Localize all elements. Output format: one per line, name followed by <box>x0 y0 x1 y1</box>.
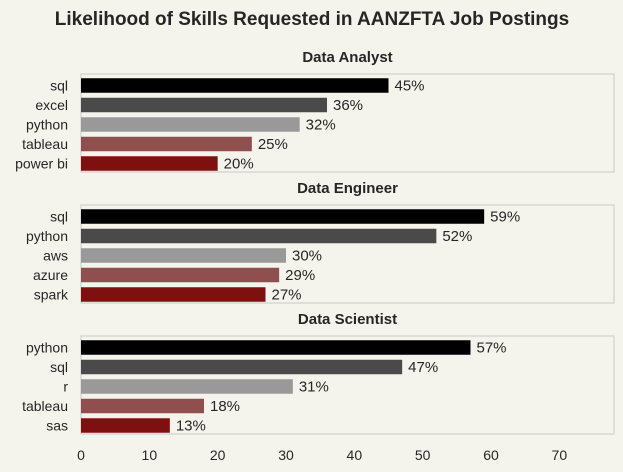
data-label: 29% <box>285 267 315 284</box>
data-label: 52% <box>442 228 472 245</box>
x-tick-label: 70 <box>552 447 568 463</box>
data-label: 31% <box>299 379 329 396</box>
category-label: r <box>63 379 68 395</box>
data-label: 20% <box>224 156 254 173</box>
x-tick-label: 60 <box>483 447 499 463</box>
category-label: tableau <box>22 136 68 152</box>
x-tick-label: 30 <box>278 447 294 463</box>
bar-excel <box>81 97 327 113</box>
data-label: 45% <box>395 78 425 95</box>
x-tick-label: 40 <box>347 447 363 463</box>
bar-sql <box>81 359 403 375</box>
category-label: sql <box>50 359 68 375</box>
category-label: power bi <box>15 156 68 172</box>
category-label: spark <box>34 287 69 303</box>
bar-spark <box>81 287 266 302</box>
category-label: azure <box>33 267 68 283</box>
category-label: python <box>26 117 68 133</box>
data-label: 57% <box>477 340 507 357</box>
bar-python <box>81 228 437 244</box>
data-label: 30% <box>292 248 322 265</box>
panel-data-engineer: Data Engineer sql 59% python 52% aws 30% azure 2… <box>26 180 615 304</box>
bar-power-bi <box>81 156 218 171</box>
bar-python <box>81 117 300 132</box>
category-label: python <box>26 228 68 244</box>
data-label: 18% <box>210 398 240 415</box>
data-label: 32% <box>306 117 336 134</box>
bar-r <box>81 379 293 394</box>
bar-aws <box>81 248 286 263</box>
data-label: 59% <box>490 209 520 226</box>
x-tick-label: 50 <box>415 447 431 463</box>
x-tick-label: 0 <box>77 447 85 463</box>
chart-panels: Data Analyst sql 45% excel 36% python 32% table… <box>15 49 615 435</box>
panel-title: Data Engineer <box>297 180 398 197</box>
panel-data-scientist: Data Scientist python 57% sql 47% r 31% tableau… <box>22 311 615 435</box>
bar-sql <box>81 78 389 93</box>
bar-python <box>81 340 471 355</box>
data-label: 25% <box>258 136 288 153</box>
category-label: sql <box>50 78 68 94</box>
data-label: 13% <box>176 418 206 435</box>
category-label: excel <box>35 97 68 113</box>
data-label: 47% <box>408 359 438 376</box>
chart-title: Likelihood of Skills Requested in AANZFT… <box>55 9 569 30</box>
panel-title: Data Scientist <box>298 311 397 328</box>
bar-azure <box>81 267 280 283</box>
bar-tableau <box>81 398 204 414</box>
category-label: python <box>26 340 68 356</box>
panel-data-analyst: Data Analyst sql 45% excel 36% python 32% table… <box>15 49 615 173</box>
category-label: sql <box>50 209 68 225</box>
panel-title: Data Analyst <box>302 49 392 66</box>
bar-tableau <box>81 136 252 152</box>
x-axis: 0 10 20 30 40 50 60 70 <box>77 447 567 463</box>
category-label: tableau <box>22 398 68 414</box>
data-label: 27% <box>272 287 302 304</box>
x-tick-label: 20 <box>210 447 226 463</box>
category-label: aws <box>43 248 68 264</box>
x-tick-label: 10 <box>142 447 158 463</box>
data-label: 36% <box>333 97 363 114</box>
bar-sql <box>81 209 485 224</box>
bar-sas <box>81 418 170 433</box>
category-label: sas <box>46 418 68 434</box>
